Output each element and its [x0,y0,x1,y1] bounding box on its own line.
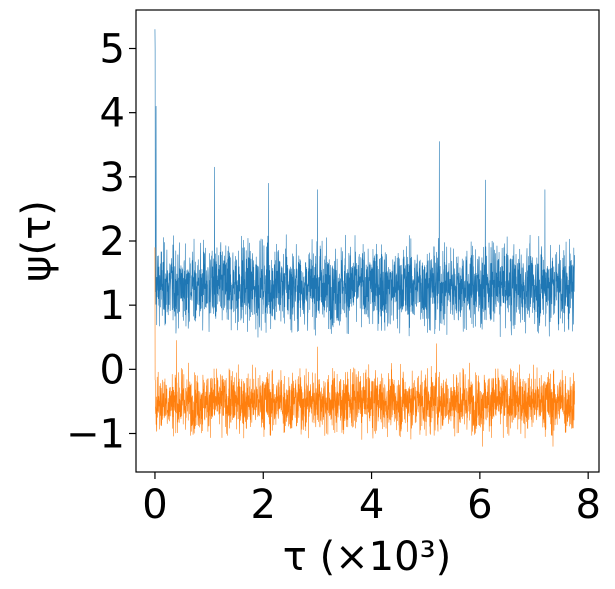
y-tick-label: 3 [100,155,125,201]
x-tick-label: 8 [575,482,600,528]
series-layer [154,29,575,447]
x-tick-label: 0 [142,482,167,528]
y-tick-label: 0 [100,347,125,393]
y-tick-label: 1 [100,283,125,329]
x-tick-label: 2 [251,482,276,528]
x-axis-label: τ (×10³) [283,534,451,580]
x-axis: 0 2 4 6 8 [142,472,601,528]
y-axis: −1 0 1 2 3 4 5 [66,27,136,458]
x-tick-label: 6 [467,482,492,528]
x-tick-label: 4 [359,482,384,528]
y-tick-label: 2 [100,219,125,265]
plot-area [154,29,575,447]
y-tick-label: 4 [100,91,125,137]
y-tick-label: −1 [66,412,125,458]
y-axis-label: ψ(τ) [14,200,60,282]
series-line [154,29,575,338]
series-line [154,247,575,447]
y-tick-label: 5 [100,27,125,73]
